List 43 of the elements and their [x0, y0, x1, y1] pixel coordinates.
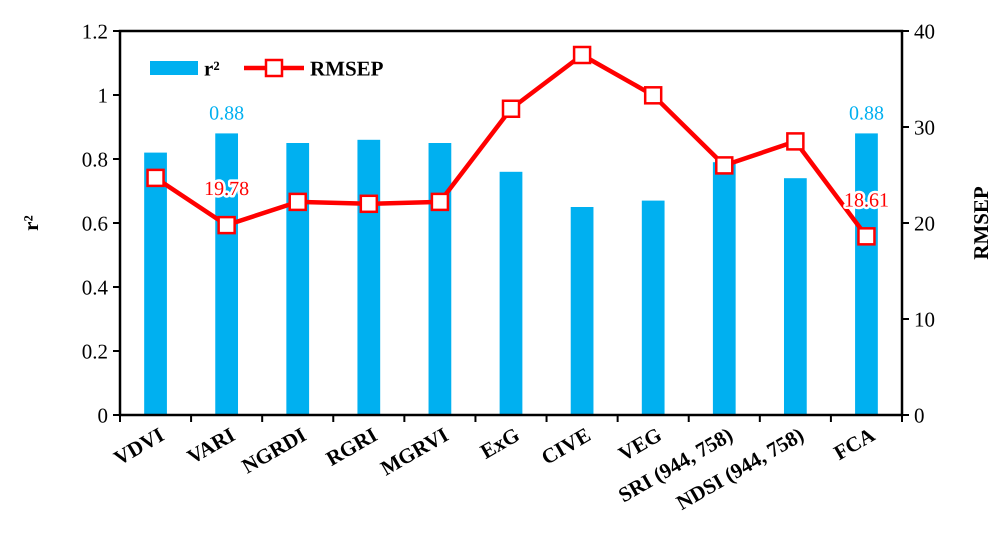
x-tick-label: CIVE	[537, 422, 595, 470]
bar	[286, 143, 310, 415]
point	[644, 86, 662, 105]
point	[857, 227, 876, 246]
bar	[428, 143, 452, 415]
y-tick-label: 1.2	[82, 19, 108, 44]
point	[288, 192, 307, 212]
y-tick-label: 0.4	[82, 275, 108, 300]
y-axis-title: r²	[19, 215, 43, 231]
y-tick-label: 0	[98, 403, 108, 428]
y2-axis-title: RMSEP	[969, 186, 993, 260]
bar	[570, 207, 594, 415]
bar	[642, 200, 665, 415]
x-tick-label: VARI	[182, 422, 240, 469]
point	[360, 194, 378, 214]
point	[430, 192, 450, 212]
point	[502, 100, 520, 118]
legend-label: RMSEP	[310, 56, 384, 80]
bar	[712, 162, 736, 415]
y-tick-label: 1	[98, 83, 108, 108]
legend-label: r²	[204, 56, 220, 80]
data-label: 0.88	[848, 102, 884, 124]
bar	[144, 152, 167, 415]
bar	[357, 140, 380, 415]
point	[786, 132, 805, 151]
y2-tick-label: 40	[914, 19, 935, 44]
point	[715, 156, 734, 175]
y-tick-label: 0.6	[82, 211, 108, 236]
data-label: 0.88	[209, 102, 244, 124]
y-tick-label: 0.2	[82, 339, 108, 364]
y2-tick-label: 20	[914, 211, 935, 236]
y-tick-label: 0.8	[82, 147, 108, 172]
x-tick-label: ExG	[476, 422, 524, 464]
y2-tick-label: 0	[914, 403, 924, 428]
x-tick-label: FCA	[830, 422, 880, 465]
point	[146, 168, 165, 188]
bar	[500, 172, 522, 415]
y2-tick-label: 30	[914, 115, 935, 140]
y2-tick-label: 10	[914, 307, 935, 332]
point	[572, 46, 592, 64]
point	[217, 216, 236, 234]
bar	[784, 178, 807, 415]
x-tick-label: VDVI	[110, 422, 168, 470]
